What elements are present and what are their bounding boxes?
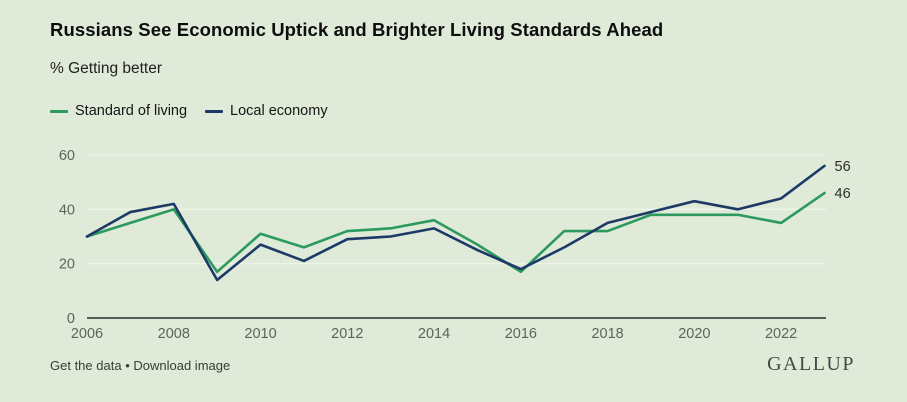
footer-separator: • [125, 358, 130, 373]
footer-links: Get the data • Download image [50, 358, 230, 373]
y-tick-label-0: 0 [67, 311, 75, 327]
legend-label: Standard of living [75, 103, 188, 119]
standard-of-living-line-swatch-icon [50, 109, 68, 113]
y-tick-label-60: 60 [59, 148, 75, 164]
x-tick-label-2014: 2014 [418, 326, 450, 342]
series-lines [85, 164, 826, 282]
gallup-logo: GALLUP [767, 353, 855, 375]
legend-item-local-economy: Local economy [205, 103, 328, 119]
y-tick-label-20: 20 [59, 257, 75, 273]
download-image-link[interactable]: Download image [133, 358, 231, 373]
series-line-standard-of-living [85, 191, 826, 274]
series-end-labels: 46 56 [835, 159, 851, 202]
legend-label: Local economy [230, 103, 328, 119]
x-tick-label-2008: 2008 [158, 326, 190, 342]
x-tick-label-2010: 2010 [244, 326, 276, 342]
end-label-local-economy: 56 [835, 159, 851, 175]
chart-subtitle: % Getting better [50, 60, 163, 77]
x-tick-label-2012: 2012 [331, 326, 363, 342]
local-economy-line-swatch-icon [205, 109, 224, 113]
x-tick-label-2018: 2018 [591, 326, 623, 342]
get-the-data-link[interactable]: Get the data [50, 358, 122, 373]
chart-title: Russians See Economic Uptick and Brighte… [50, 19, 664, 40]
x-tick-label-2020: 2020 [678, 326, 710, 342]
y-tick-label-40: 40 [59, 202, 75, 218]
x-tick-label-2016: 2016 [505, 326, 537, 342]
legend: Standard of living Local economy [50, 103, 328, 119]
end-label-standard-of-living: 46 [835, 186, 851, 202]
x-tick-label-2006: 2006 [71, 326, 103, 342]
header: Russians See Economic Uptick and Brighte… [50, 18, 870, 41]
x-tick-label-2022: 2022 [765, 326, 797, 342]
y-axis-tick-labels: 0 20 40 60 [59, 148, 75, 327]
x-axis-tick-labels: 2006 2008 2010 2012 2014 2016 2018 2020 2022 [71, 326, 797, 342]
legend-item-standard-of-living: Standard of living [50, 103, 187, 119]
series-line-local-economy [85, 164, 826, 282]
